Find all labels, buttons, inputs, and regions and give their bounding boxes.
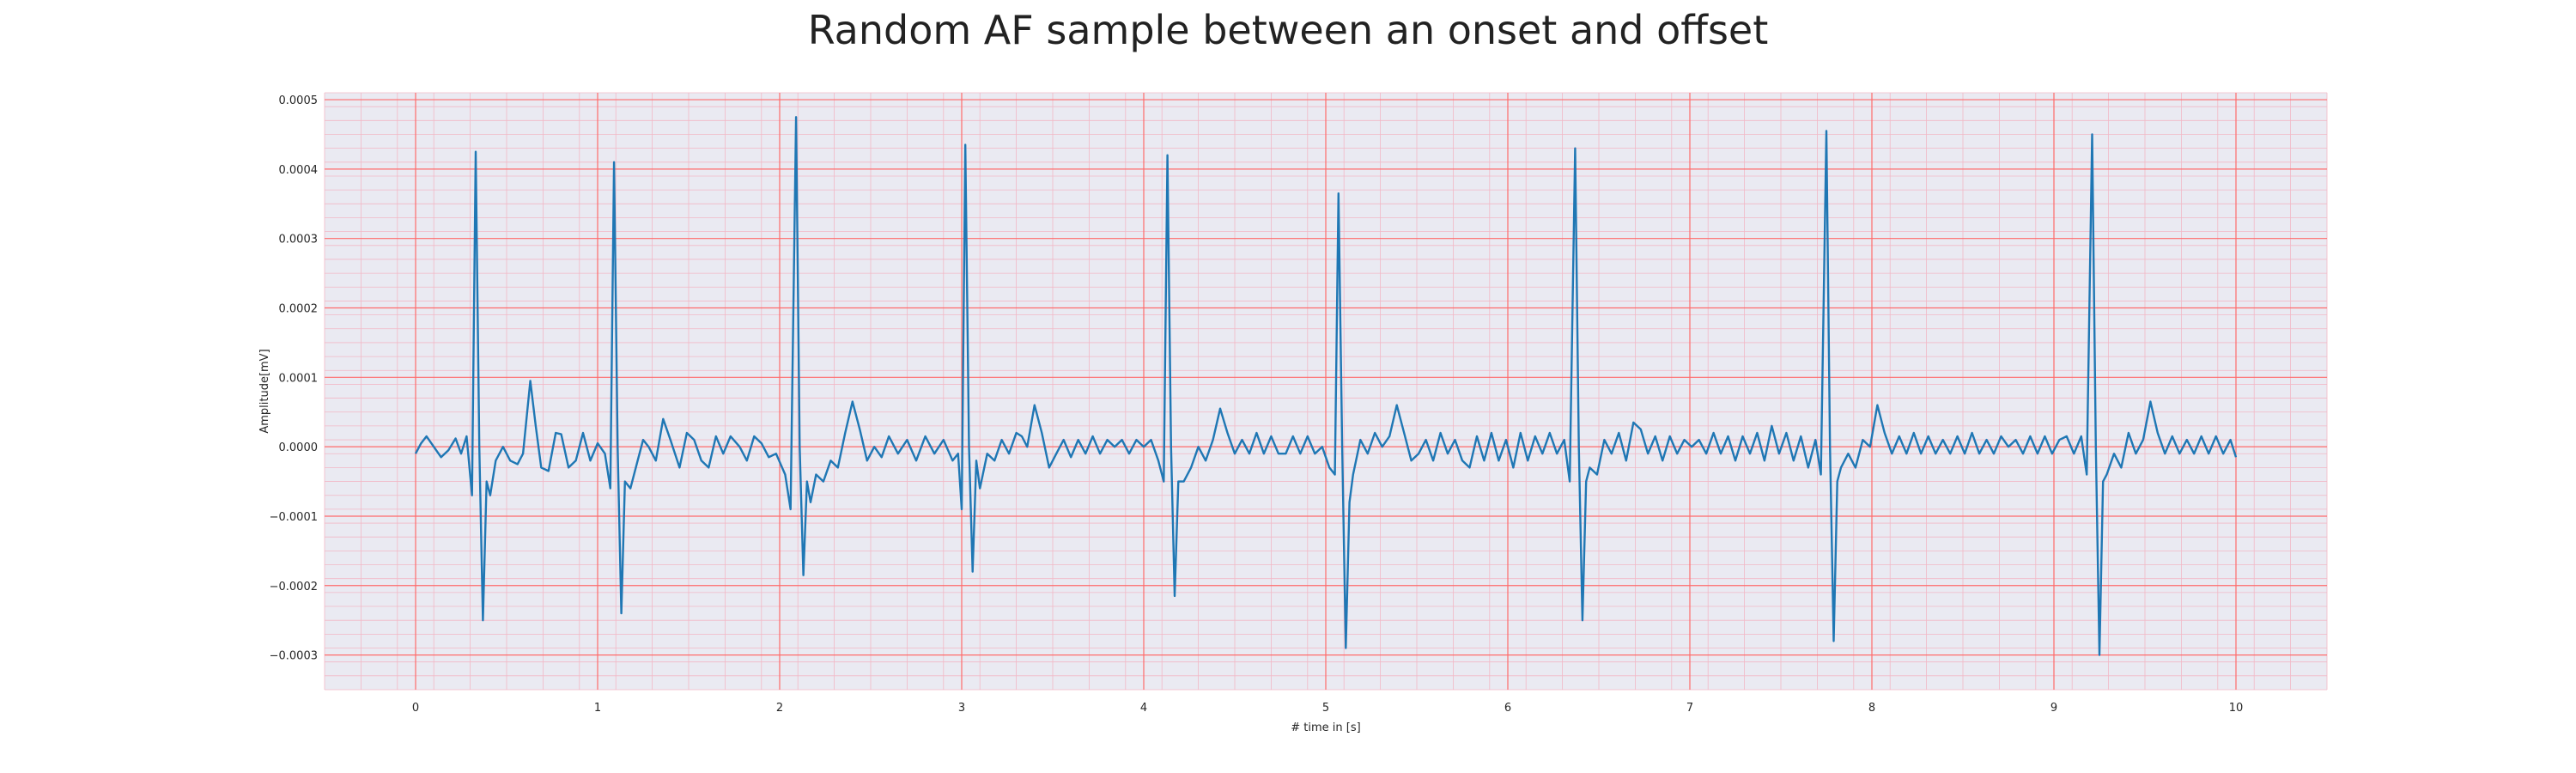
x-tick-label: 2 — [776, 702, 783, 715]
y-tick-label: −0.0003 — [270, 650, 318, 663]
y-tick-label: 0.0004 — [279, 164, 319, 177]
y-tick-label: 0.0000 — [279, 441, 319, 454]
y-tick-label: −0.0002 — [270, 581, 318, 593]
x-tick-label: 1 — [594, 702, 601, 715]
x-tick-label: 3 — [958, 702, 965, 715]
y-tick-label: −0.0001 — [270, 511, 318, 524]
series-layer — [414, 116, 2238, 656]
x-axis-label: # time in [s] — [1291, 721, 1360, 734]
major-grid — [325, 93, 2327, 690]
y-tick-labels: −0.0003 −0.0002 −0.0001 0.0000 0.0001 0.0002 0… — [270, 94, 318, 663]
x-tick-label: 7 — [1686, 702, 1693, 715]
y-tick-label: 0.0002 — [279, 303, 319, 316]
x-tick-label: 6 — [1504, 702, 1511, 715]
x-tick-label: 10 — [2229, 702, 2244, 715]
x-tick-label: 5 — [1322, 702, 1329, 715]
y-tick-label: 0.0001 — [279, 372, 319, 385]
x-tick-label: 0 — [412, 702, 419, 715]
x-tick-label: 4 — [1140, 702, 1147, 715]
ecg-signal-line — [414, 116, 2238, 656]
x-tick-label: 8 — [1868, 702, 1875, 715]
y-tick-label: 0.0003 — [279, 234, 319, 247]
y-tick-label: 0.0005 — [279, 94, 319, 107]
x-tick-label: 9 — [2050, 702, 2057, 715]
y-axis-label: Amplitude[mV] — [258, 349, 271, 433]
x-tick-labels: 0 1 2 3 4 5 6 7 8 9 10 — [412, 702, 2243, 715]
chart-title: Random AF sample between an onset and of… — [807, 7, 1769, 53]
